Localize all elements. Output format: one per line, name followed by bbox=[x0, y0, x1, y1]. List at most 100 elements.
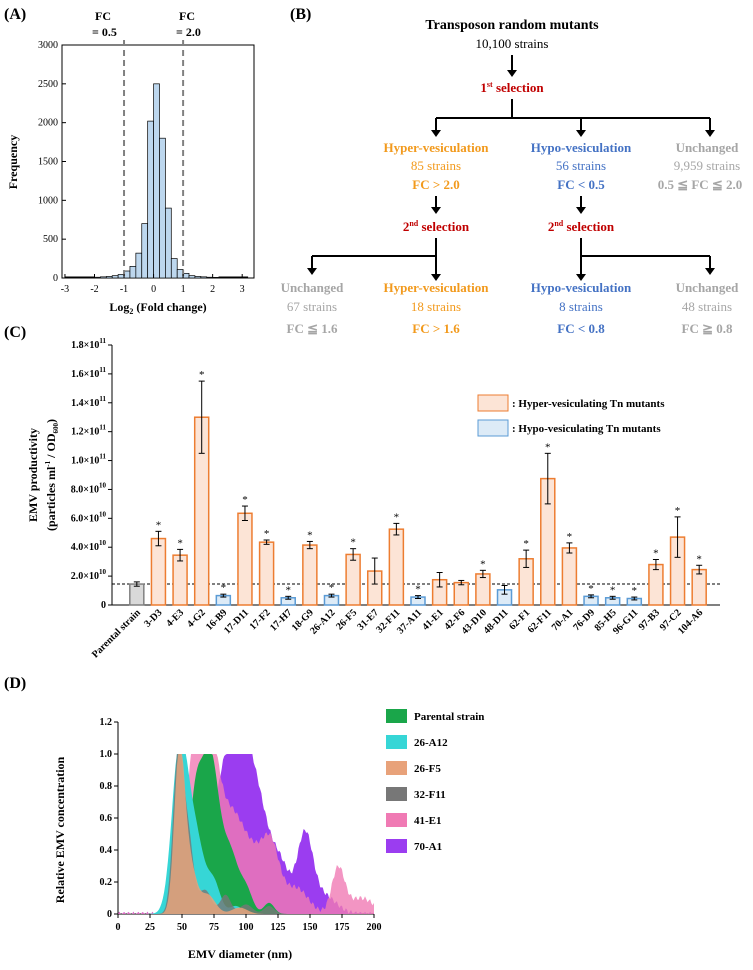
size-legend-label: 26-F5 bbox=[414, 763, 441, 775]
productivity-bar bbox=[258, 541, 275, 606]
size-ylabel: Relative EMV concentration bbox=[53, 756, 67, 903]
productivity-bar bbox=[150, 537, 167, 606]
histogram-bar bbox=[129, 266, 137, 279]
significance-star: * bbox=[588, 583, 594, 595]
significance-star: * bbox=[610, 584, 616, 596]
histogram-ytick-label: 0 bbox=[53, 273, 58, 284]
arrowhead-unch1 bbox=[705, 130, 715, 137]
arrowhead-hypo2 bbox=[576, 274, 586, 281]
size-distribution-chart: 0 0.2 0.4 0.6 0.8 1.0 1.2 0 25 50 75 100 125 150 175 20… bbox=[53, 709, 484, 961]
arrowhead-hyper1-sel2 bbox=[431, 207, 441, 214]
hypo1-fc: FC < 0.5 bbox=[557, 177, 605, 192]
unch-b-fc: FC ≧ 0.8 bbox=[682, 321, 733, 336]
histogram-bar bbox=[105, 276, 113, 279]
histogram-bar bbox=[206, 276, 213, 279]
histogram-xtick-label: 3 bbox=[240, 284, 245, 295]
productivity-ytick-label: 1.8×1011 bbox=[71, 337, 106, 351]
size-legend-label: 32-F11 bbox=[414, 789, 446, 801]
significance-star: * bbox=[242, 494, 248, 506]
size-legend-swatch bbox=[386, 735, 407, 749]
productivity-bar bbox=[172, 554, 188, 606]
size-ytick-label: 0.4 bbox=[100, 845, 113, 856]
productivity-ylabel-units: (particles ml-1 / OD600) bbox=[44, 419, 60, 531]
significance-star: * bbox=[199, 369, 205, 381]
significance-star: * bbox=[156, 519, 162, 531]
histogram-bar bbox=[141, 223, 149, 279]
histogram-ytick-label: 2500 bbox=[38, 79, 58, 90]
legend-hypo-swatch bbox=[477, 419, 509, 437]
productivity-bar bbox=[561, 547, 578, 606]
size-legend-swatch bbox=[386, 787, 407, 801]
histogram-bar bbox=[200, 276, 208, 279]
size-xtick-label: 200 bbox=[367, 922, 382, 933]
histogram-xtick-label: -2 bbox=[90, 284, 98, 295]
significance-star: * bbox=[221, 582, 227, 594]
strain-label: 62-F11 bbox=[526, 607, 554, 635]
strain-label: 3-D3 bbox=[142, 607, 164, 629]
unch-a-fc: FC ≦ 1.6 bbox=[287, 321, 338, 336]
size-xtick-label: 0 bbox=[116, 922, 121, 933]
significance-star: * bbox=[632, 585, 638, 597]
unch1-count: 9,959 strains bbox=[674, 158, 740, 173]
productivity-ytick-label: 8.0×1010 bbox=[71, 481, 107, 495]
arrowhead-hypo1 bbox=[576, 130, 586, 137]
selection-flowchart: Transposon random mutants 10,100 strains… bbox=[281, 18, 743, 336]
significance-star: * bbox=[480, 558, 486, 570]
legend-hypo-label: : Hypo-vesiculating Tn mutants bbox=[512, 423, 661, 435]
productivity-ytick-label: 2.0×1010 bbox=[71, 568, 107, 582]
hypo2-count: 8 strains bbox=[559, 299, 603, 314]
size-ytick-label: 0.2 bbox=[100, 877, 113, 888]
productivity-bar bbox=[302, 544, 318, 606]
second-selection-hypo: 2nd selection bbox=[548, 219, 615, 234]
histogram-bar bbox=[153, 83, 160, 279]
size-xtick-label: 50 bbox=[177, 922, 187, 933]
size-legend-swatch bbox=[386, 761, 407, 775]
histogram-ylabel: Frequency bbox=[6, 135, 20, 189]
size-xtick-label: 125 bbox=[271, 922, 286, 933]
productivity-bar bbox=[648, 563, 664, 606]
hyper1-count: 85 strains bbox=[411, 158, 461, 173]
size-ytick-label: 1.2 bbox=[100, 717, 113, 728]
root-title: Transposon random mutants bbox=[425, 18, 599, 33]
size-legend-label: 70-A1 bbox=[414, 841, 442, 853]
arrowhead-unch-b bbox=[705, 268, 715, 275]
emv-productivity-chart: 0 2.0×1010 4.0×1010 6.0×1010 8.0×1010 1.0×101… bbox=[26, 337, 720, 660]
panel-label-a: (A) bbox=[4, 6, 26, 23]
strain-label: 97-B3 bbox=[637, 607, 662, 632]
strain-label: 104-A6 bbox=[676, 607, 705, 636]
histogram-bar bbox=[159, 137, 166, 279]
strain-label: 37-A11 bbox=[395, 607, 424, 636]
strain-label: 17-D11 bbox=[222, 607, 251, 636]
size-xlabel: EMV diameter (nm) bbox=[188, 947, 292, 961]
histogram-bar bbox=[165, 207, 172, 279]
size-ytick-label: 0.8 bbox=[100, 781, 113, 792]
productivity-ytick-label: 4.0×1010 bbox=[71, 539, 107, 553]
significance-star: * bbox=[523, 538, 529, 550]
arrowhead-unch-a bbox=[307, 268, 317, 275]
hypo2-title: Hypo-vesiculation bbox=[531, 280, 632, 295]
size-legend-swatch bbox=[386, 709, 407, 723]
size-legend-swatch bbox=[386, 813, 407, 827]
size-legend-label: 26-A12 bbox=[414, 737, 448, 749]
fc-high-label: FC bbox=[179, 9, 195, 23]
histogram-xtick-label: -1 bbox=[120, 284, 128, 295]
productivity-bar bbox=[453, 581, 470, 606]
hyper2-title: Hyper-vesiculation bbox=[384, 280, 490, 295]
significance-star: * bbox=[415, 584, 421, 596]
significance-star: * bbox=[285, 584, 291, 596]
significance-star: * bbox=[653, 548, 659, 560]
hyper2-count: 18 strains bbox=[411, 299, 461, 314]
histogram-xlabel: Log2 (Fold change) bbox=[109, 300, 206, 316]
strain-label: 17-H7 bbox=[268, 607, 294, 633]
strain-label: 76-D9 bbox=[571, 607, 597, 633]
size-distribution-area bbox=[118, 754, 374, 914]
size-legend-swatch bbox=[386, 839, 407, 853]
strain-label: 41-E1 bbox=[420, 607, 445, 632]
arrowhead-hyper1 bbox=[431, 130, 441, 137]
size-xtick-label: 175 bbox=[335, 922, 350, 933]
histogram-ytick-label: 500 bbox=[43, 234, 58, 245]
strain-label: Parental strain bbox=[90, 607, 143, 660]
unch-b-count: 48 strains bbox=[682, 299, 732, 314]
second-selection-hyper: 2nd selection bbox=[403, 219, 470, 234]
